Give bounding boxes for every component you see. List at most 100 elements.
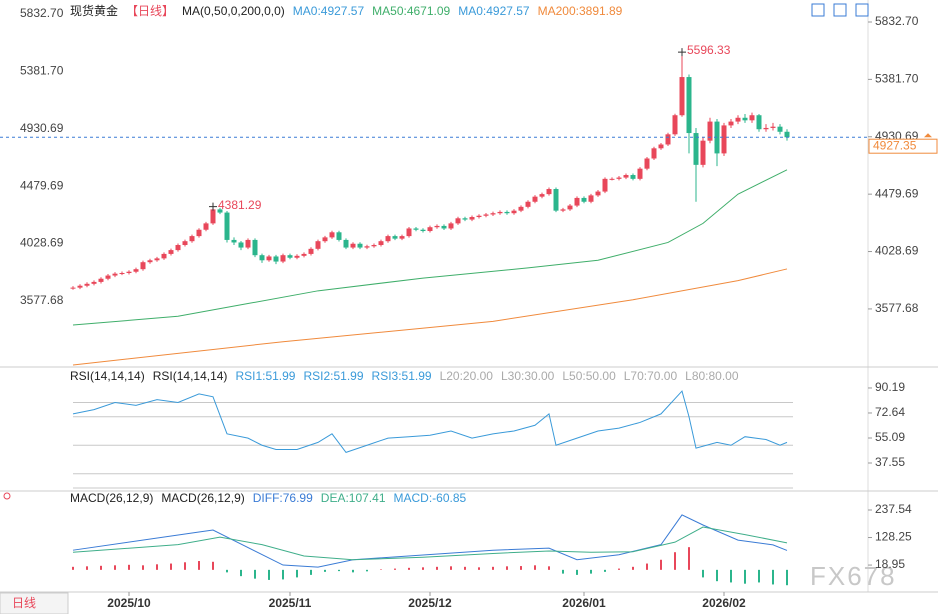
zoom-button[interactable] [811,3,825,17]
legend-text: DIFF:76.99 [253,491,313,505]
candle-body [385,236,391,242]
y-tick-label: 4028.69 [875,244,919,258]
legend-text: RSI3:51.99 [372,369,432,383]
y-tick-label: 5381.70 [875,72,919,86]
candle-body [546,189,552,195]
candle-body [357,243,363,248]
candle-body [336,232,342,240]
candle-body [413,228,419,230]
candle-body [301,253,307,256]
toolbar [811,3,869,17]
y-tick-label: 4930.69 [20,121,64,135]
y-tick-label: 72.64 [875,405,905,419]
candle-body [371,245,377,247]
zoom-button[interactable] [833,3,847,17]
candle-body [294,255,300,258]
candle-body [707,121,713,141]
candle-body [504,211,510,214]
legend-text: L70:70.00 [624,369,678,383]
candle-body [637,168,643,179]
candle-body [399,236,405,239]
candle-body [770,126,776,128]
high-annotation: 4381.29 [218,198,262,212]
candle-body [154,258,160,261]
candle-body [483,214,489,216]
price-arrow [924,133,932,138]
tab-label[interactable]: 日线 [12,596,36,610]
candle-body [651,148,657,159]
tab[interactable] [0,592,69,614]
candle-body [406,228,412,237]
candle-body [308,248,314,254]
candle-body [462,218,468,220]
candle-body [238,242,244,248]
y-tick-label: 3577.68 [20,293,64,307]
candle-body [777,126,783,132]
candle-body [119,273,125,275]
candle-body [518,206,524,211]
candle-body [133,269,139,272]
candle-body [700,140,706,165]
candle-body [84,283,90,286]
high-marker [678,48,686,57]
candle-body [567,205,573,210]
settings-icon[interactable] [3,492,11,500]
candle-body [105,275,111,279]
x-tick-label: 2025/11 [269,596,312,610]
candle-body [658,144,664,149]
candle-body [252,239,258,256]
candle-body [581,197,587,202]
legend-text: L30:30.00 [501,369,555,383]
candle-body [112,273,118,276]
x-tick-label: 2025/10 [107,596,151,610]
candle-body [644,158,650,169]
candle-body [315,241,321,249]
last-price-box [868,138,938,154]
fullscreen-button[interactable] [855,3,869,17]
candle-body [448,223,454,229]
y-tick-label: 4028.69 [20,236,64,250]
candle-body [175,245,181,251]
legend-text: RSI(14,14,14) [70,369,145,383]
candle-body [693,133,699,165]
candle-body [749,115,755,121]
candle-body [511,210,517,214]
candle-body [350,243,356,248]
candle-body [266,256,272,261]
legend-text: MA50:4671.09 [372,4,450,18]
y-tick-label: 3577.68 [875,301,919,315]
indicator-line [72,514,788,568]
y-tick-label: 18.95 [875,557,905,571]
candle-body [525,201,531,207]
y-tick-label: 5832.70 [875,14,919,28]
legend-text: MACD:-60.85 [394,491,467,505]
candle-body [231,239,237,243]
candle-body [735,117,741,122]
high-annotation: 5596.33 [687,43,731,57]
candle-body [469,217,475,220]
candle-body [182,241,188,246]
candle-body [553,189,559,211]
candle-body [98,278,104,282]
legend-text: MA0:4927.57 [458,4,530,18]
candle-body [77,285,83,288]
candle-body [287,255,293,258]
candle-body [609,178,615,180]
candle-body [329,232,335,238]
legend-text: MA200:3891.89 [538,4,623,18]
candle-body [476,215,482,218]
legend-text: L20:20.00 [440,369,494,383]
candle-body [126,271,132,274]
candle-body [595,191,601,196]
candle-body [679,77,685,116]
indicator-line [72,169,788,326]
x-tick-label: 2026/02 [702,596,746,610]
candle-body [245,239,251,248]
candle-body [441,225,447,229]
legend-text: MACD(26,12,9) [70,491,153,505]
candle-body [742,117,748,121]
candle-body [490,213,496,215]
candle-body [623,175,629,178]
